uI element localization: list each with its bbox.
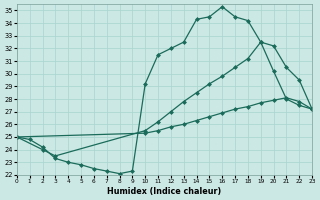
X-axis label: Humidex (Indice chaleur): Humidex (Indice chaleur): [107, 187, 221, 196]
